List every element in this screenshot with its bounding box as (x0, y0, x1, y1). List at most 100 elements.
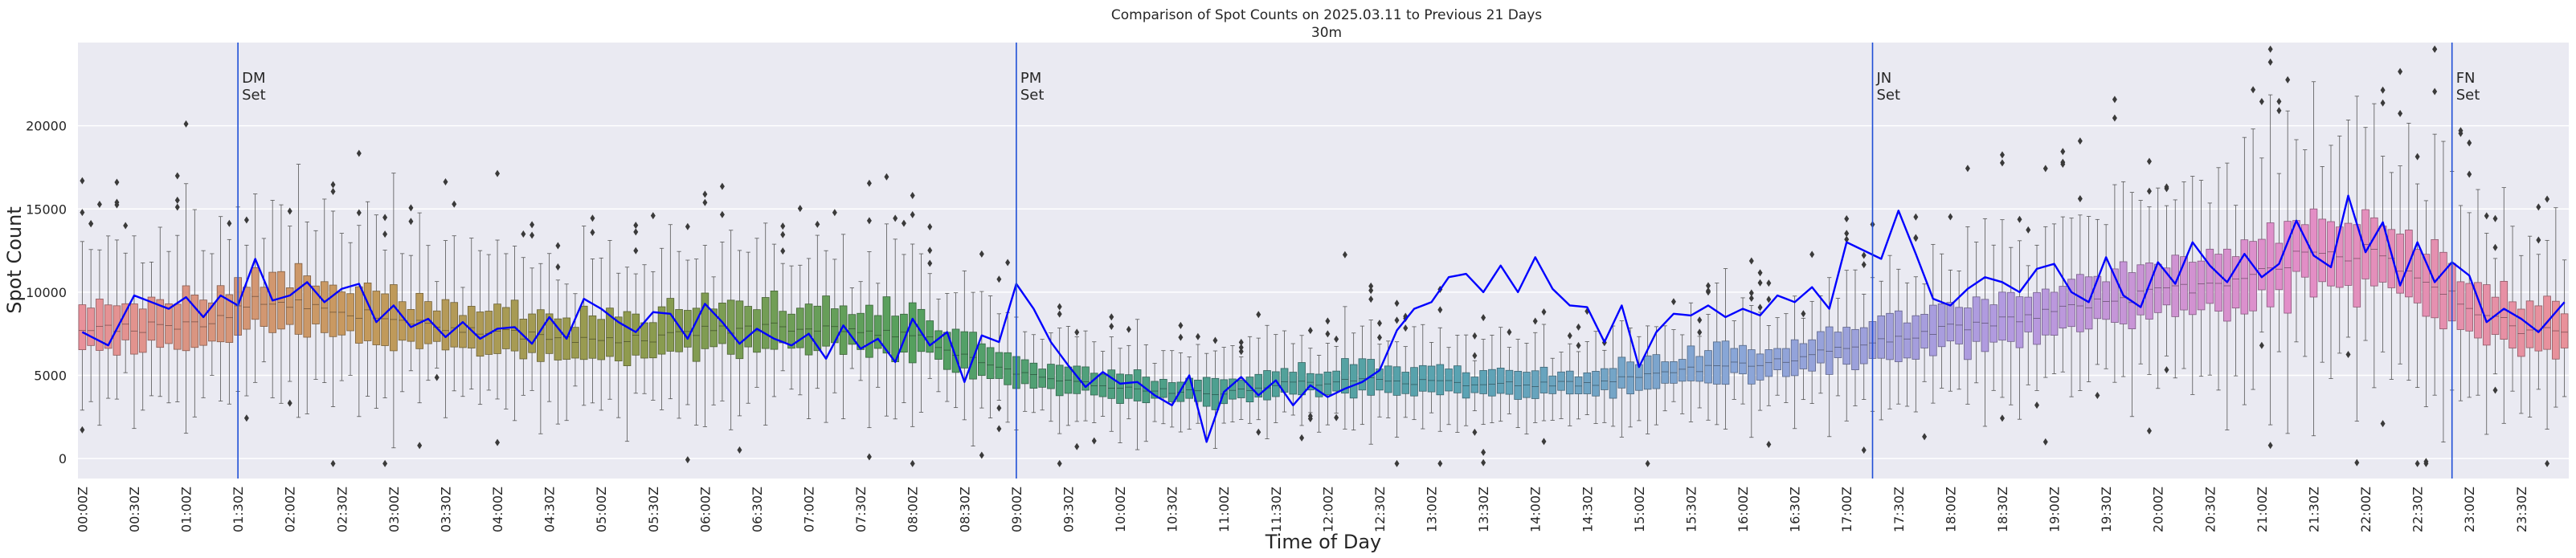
outlier (530, 221, 535, 229)
outlier (2536, 236, 2541, 244)
box (2059, 286, 2067, 329)
box (1341, 358, 1349, 394)
outlier (797, 205, 803, 213)
box (1082, 366, 1090, 391)
outlier (1999, 414, 2005, 422)
box (2509, 301, 2517, 348)
outlier (702, 190, 708, 198)
outlier (685, 222, 690, 230)
box (303, 275, 312, 338)
series-line (81, 194, 2566, 443)
box (1799, 343, 1808, 369)
outlier (2060, 161, 2066, 169)
box (1298, 362, 1306, 396)
box (1808, 339, 1816, 372)
outlier (1861, 261, 1867, 269)
box (2344, 222, 2353, 286)
x-axis-label: Time of Day (1265, 531, 1382, 553)
outlier (1948, 213, 1953, 221)
outlier (1299, 434, 1305, 442)
outlier (1178, 333, 1184, 341)
outlier (1307, 327, 1313, 335)
outlier (2285, 75, 2291, 83)
box (216, 285, 225, 343)
box (986, 347, 995, 379)
outlier (1109, 323, 1114, 331)
outlier (174, 172, 180, 180)
chart-title: Comparison of Spot Counts on 2025.03.11 … (1111, 7, 1542, 23)
box (1427, 365, 1436, 393)
box (770, 291, 779, 350)
outlier (1307, 414, 1313, 422)
gridlines (78, 124, 2569, 459)
box (294, 263, 303, 335)
outlier (1532, 317, 1538, 325)
x-tick-label: 16:30Z (1788, 487, 1803, 532)
boxes (78, 81, 2569, 450)
outlier (2026, 226, 2031, 234)
outlier (1645, 459, 1650, 467)
outlier (815, 220, 820, 228)
box (432, 310, 441, 342)
box (1410, 367, 1418, 397)
box (390, 284, 398, 352)
outlier (1091, 437, 1097, 445)
box (995, 352, 1004, 379)
outlier (495, 438, 501, 446)
outlier (1074, 442, 1080, 450)
outlier (1766, 440, 1772, 448)
outlier (1394, 316, 1400, 324)
box (1531, 370, 1539, 399)
box (1834, 332, 1842, 358)
box (1903, 322, 1912, 359)
x-tick-label: 05:30Z (646, 487, 661, 532)
box (2067, 279, 2075, 328)
box (2076, 274, 2084, 332)
y-tick-label: 0 (59, 451, 67, 466)
outlier (2467, 170, 2472, 178)
outlier (1074, 328, 1080, 336)
outlier (2545, 459, 2550, 467)
x-tick-label: 02:00Z (283, 487, 298, 532)
box (2318, 218, 2327, 283)
outlier (1481, 448, 1486, 456)
outlier (1567, 332, 1572, 340)
box (2552, 300, 2560, 360)
box (1047, 364, 1055, 389)
box (960, 331, 969, 369)
box (545, 313, 554, 354)
box (2422, 254, 2431, 317)
outlier (2042, 438, 2048, 446)
vline-label: Set (1020, 87, 1045, 104)
box (1090, 373, 1098, 396)
vline-label: FN (2456, 70, 2476, 87)
box (813, 305, 822, 352)
outlier (356, 209, 362, 217)
outlier (1342, 250, 1347, 259)
outlier (1481, 314, 1486, 322)
outlier (2146, 157, 2152, 165)
box (337, 291, 346, 336)
outlier (1757, 303, 1763, 312)
outlier (910, 191, 915, 199)
box (735, 300, 744, 360)
box (1747, 349, 1756, 385)
outlier (1913, 234, 1919, 242)
box (848, 314, 857, 345)
box (2370, 217, 2378, 287)
box (87, 308, 95, 346)
box (2284, 221, 2292, 314)
outlier (1472, 352, 1478, 360)
outlier (2251, 86, 2256, 94)
outlier (434, 373, 440, 381)
x-tick-label: 08:00Z (906, 487, 921, 532)
x-tick-label: 10:30Z (1165, 487, 1180, 532)
outlier (2259, 98, 2264, 106)
x-tick-label: 13:30Z (1476, 487, 1491, 532)
box (701, 292, 709, 349)
box (1643, 355, 1652, 390)
x-tick-label: 20:30Z (2202, 487, 2218, 532)
outlier (884, 173, 889, 181)
outlier (996, 404, 1002, 412)
box (1886, 312, 1894, 360)
